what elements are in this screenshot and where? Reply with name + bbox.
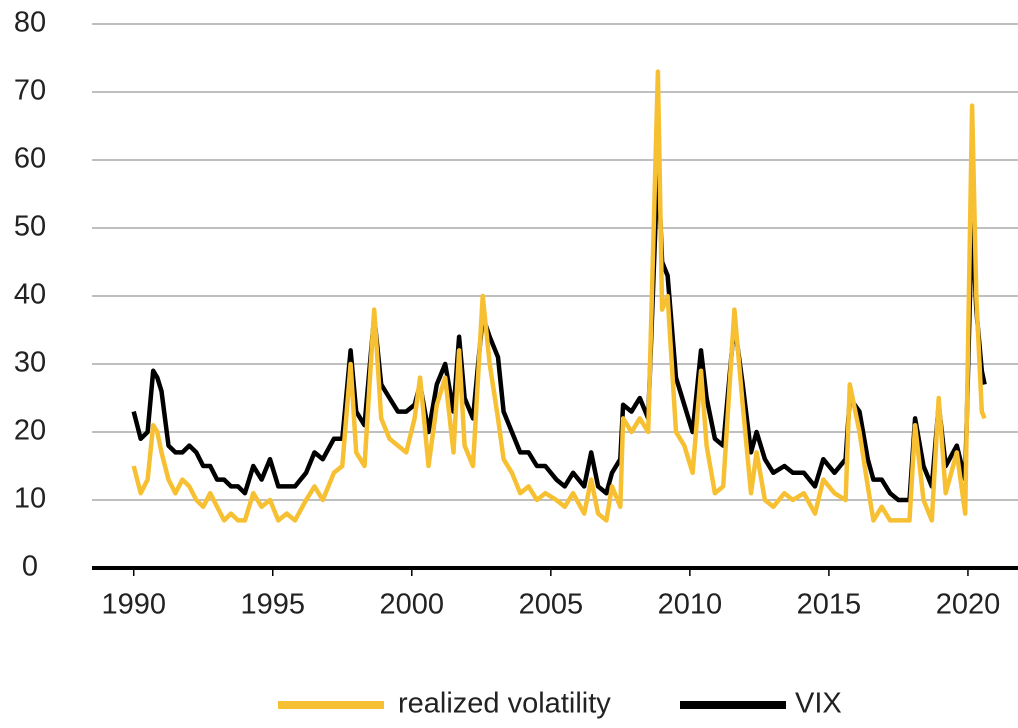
y-tick-label: 70: [14, 75, 46, 107]
x-tick-label: 2000: [380, 589, 445, 621]
y-tick-label: 10: [14, 483, 46, 515]
y-tick-label: 80: [14, 7, 46, 39]
series-line: [131, 157, 987, 503]
y-tick-label: 0: [22, 551, 38, 583]
y-tick-label: 40: [14, 279, 46, 311]
series-line: [131, 69, 987, 523]
legend-label: realized volatility: [398, 688, 611, 720]
y-tick-label: 50: [14, 211, 46, 243]
x-tick-label: 2005: [519, 589, 584, 621]
x-tick-label: 2015: [797, 589, 862, 621]
x-tick-label: 1995: [240, 589, 305, 621]
y-tick-label: 60: [14, 143, 46, 175]
x-tick-label: 1990: [101, 589, 166, 621]
y-tick-label: 30: [14, 347, 46, 379]
x-tick-label: 2020: [936, 589, 1001, 621]
legend-label: VIX: [795, 688, 842, 720]
y-tick-label: 20: [14, 415, 46, 447]
x-tick-label: 2010: [658, 589, 723, 621]
